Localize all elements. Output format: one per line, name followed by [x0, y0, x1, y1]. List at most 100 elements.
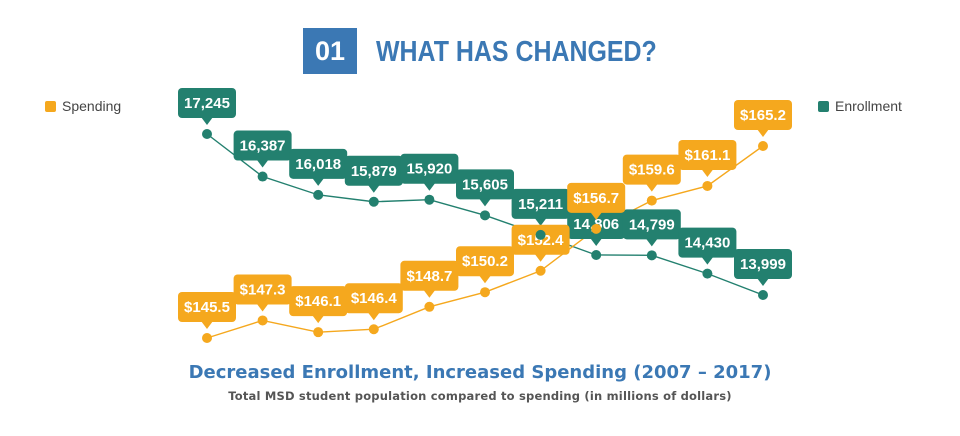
- enrollment-label-text: 14,799: [629, 216, 675, 233]
- enrollment-label-text: 16,387: [240, 138, 286, 155]
- enrollment-point: [257, 171, 268, 182]
- enrollment-point: [202, 129, 212, 139]
- spending-label-box: [400, 260, 459, 291]
- legend-spending-label: Spending: [62, 98, 122, 114]
- spending-data-label: $146.4: [344, 283, 403, 321]
- spending-data-label: $150.2: [456, 246, 514, 284]
- enrollment-label-box: [622, 209, 681, 240]
- spending-data-label: $148.7: [400, 260, 459, 298]
- spending-label-box: [289, 286, 348, 317]
- spending-label-pointer: [590, 211, 603, 220]
- section-number-badge: 01: [303, 28, 357, 74]
- spending-label-pointer: [479, 275, 491, 284]
- enrollment-label-text: 15,920: [406, 161, 452, 178]
- page-title: WHAT HAS CHANGED?: [376, 36, 657, 68]
- enrollment-label-text: 15,211: [518, 196, 563, 213]
- spending-label-text: $159.6: [629, 162, 675, 179]
- spending-label-box: [678, 139, 737, 170]
- enrollment-point: [535, 229, 546, 240]
- spending-label-pointer: [312, 315, 325, 324]
- spending-label-pointer: [201, 321, 213, 329]
- spending-label-box: [567, 182, 626, 213]
- enrollment-data-label: 14,799: [622, 209, 681, 247]
- spending-point: [646, 195, 657, 206]
- spending-point: [368, 324, 379, 335]
- enrollment-label-pointer: [423, 182, 436, 191]
- legend-enrollment-label: Enrollment: [835, 98, 902, 114]
- spending-label-pointer: [423, 289, 436, 298]
- enrollment-data-label: 13,999: [734, 249, 792, 286]
- enrollment-data-label: 15,605: [456, 169, 514, 207]
- spending-label-text: $161.1: [684, 147, 730, 164]
- enrollment-point: [702, 268, 713, 279]
- enrollment-label-text: 15,605: [462, 176, 508, 193]
- spending-label-pointer: [534, 253, 547, 262]
- enrollment-point: [313, 189, 324, 200]
- enrollment-label-pointer: [312, 177, 325, 186]
- spending-label-box: [178, 292, 236, 322]
- spending-label-text: $147.3: [240, 281, 286, 298]
- enrollment-label-text: 13,999: [740, 256, 786, 273]
- enrollment-data-label: 15,920: [400, 153, 459, 191]
- header: 01 WHAT HAS CHANGED?: [0, 24, 960, 76]
- spending-point: [480, 287, 490, 298]
- enrollment-label-pointer: [701, 256, 714, 265]
- chart-subtitle: Total MSD student population compared to…: [228, 389, 732, 403]
- spending-data-label: $146.1: [289, 286, 348, 324]
- enrollment-point: [368, 196, 379, 207]
- spending-data-label: $147.3: [233, 274, 292, 312]
- enrollment-label-box: [400, 153, 459, 184]
- enrollment-label-text: 17,245: [184, 95, 230, 112]
- spending-point: [535, 265, 546, 276]
- spending-label-text: $146.4: [351, 290, 398, 307]
- spending-point: [591, 223, 602, 234]
- enrollment-swatch: [818, 100, 829, 112]
- enrollment-point: [424, 194, 435, 205]
- spending-label-text: $148.7: [406, 268, 452, 285]
- spending-point: [702, 180, 713, 191]
- spending-label-text: $152.4: [518, 232, 565, 249]
- spending-label-pointer: [256, 303, 269, 312]
- spending-label-text: $146.1: [295, 293, 341, 310]
- enrollment-label-box: [678, 227, 737, 258]
- enrollment-label-box: [178, 88, 236, 118]
- enrollment-label-pointer: [534, 217, 547, 226]
- enrollment-label-pointer: [256, 159, 269, 168]
- enrollment-label-box: [289, 148, 348, 179]
- enrollment-data-label: 15,211: [511, 188, 570, 226]
- spending-point: [424, 301, 435, 312]
- enrollment-point: [480, 210, 490, 221]
- enrollment-label-text: 14,430: [684, 235, 730, 252]
- spending-label-box: [734, 100, 792, 130]
- enrollment-label-box: [233, 130, 292, 161]
- spending-label-box: [622, 154, 681, 185]
- enrollment-label-text: 15,879: [351, 163, 397, 180]
- enrollment-label-box: [511, 188, 570, 219]
- enrollment-label-box: [344, 155, 403, 186]
- spending-label-box: [344, 283, 403, 314]
- enrollment-label-box: [734, 249, 792, 279]
- enrollment-point: [591, 249, 602, 260]
- spending-data-label: $161.1: [678, 139, 737, 177]
- enrollment-data-label: 17,245: [178, 88, 236, 125]
- enrollment-label-text: 16,018: [295, 156, 341, 173]
- chart-title: Decreased Enrollment, Increased Spending…: [188, 362, 772, 383]
- enrollment-data-label: 14,430: [678, 227, 737, 265]
- spending-label-pointer: [645, 183, 658, 192]
- spending-label-box: [233, 274, 292, 305]
- spending-swatch: [45, 100, 56, 112]
- spending-point: [313, 327, 324, 338]
- spending-point: [202, 333, 212, 343]
- enrollment-label-pointer: [201, 117, 213, 125]
- spending-label-pointer: [701, 168, 714, 177]
- spending-label-text: $150.2: [462, 253, 508, 270]
- spending-label-pointer: [757, 129, 769, 137]
- enrollment-point: [646, 250, 657, 261]
- enrollment-data-label: 16,018: [289, 148, 348, 186]
- enrollment-label-pointer: [367, 184, 380, 193]
- spending-data-label: $159.6: [622, 154, 681, 192]
- enrollment-label-box: [456, 169, 514, 200]
- enrollment-data-label: 15,879: [344, 155, 403, 193]
- enrollment-label-pointer: [757, 278, 769, 286]
